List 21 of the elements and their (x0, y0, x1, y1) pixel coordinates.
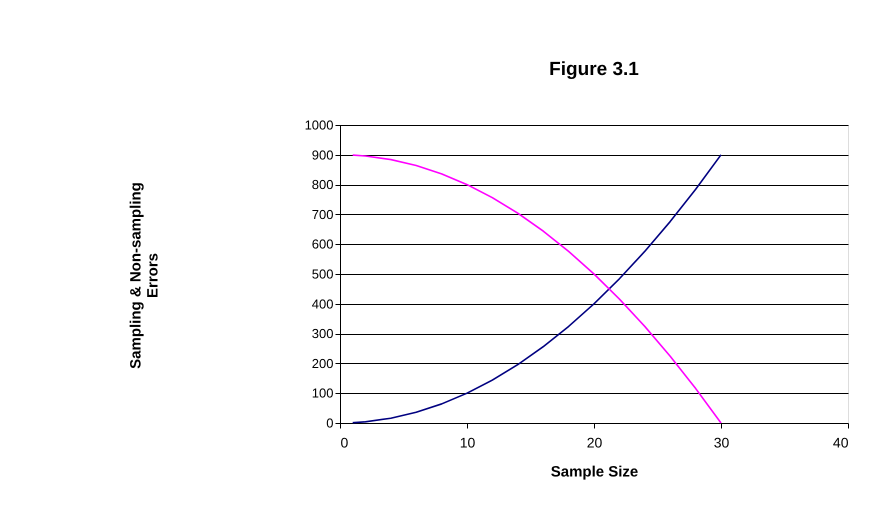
y-tick-label: 300 (312, 326, 334, 342)
x-axis-title: Sample Size (550, 464, 638, 480)
x-tick-label: 10 (460, 434, 476, 450)
y-tick-label: 400 (312, 296, 334, 312)
x-tick-label: 30 (714, 434, 730, 450)
x-tick-label: 0 (340, 434, 348, 450)
y-tick-label: 600 (312, 236, 334, 252)
y-tick-label: 100 (312, 386, 334, 401)
line-series (352, 154, 722, 424)
y-tick-label: 1000 (304, 118, 334, 132)
text: Errors (144, 252, 162, 298)
y-tick-label: 500 (312, 266, 334, 282)
y-tick-label: 200 (312, 356, 334, 371)
y-tick-label: 900 (312, 147, 334, 162)
x-tick-label: 20 (586, 434, 602, 450)
x-tick-label: 40 (832, 434, 849, 450)
chart-title: Figure 3.1 (549, 59, 640, 80)
y-tick-label: 700 (312, 206, 334, 222)
text: Sampling & Non-sampling (128, 182, 144, 369)
y-tick-label: 0 (326, 416, 334, 430)
y-tick-label: 800 (312, 177, 334, 192)
